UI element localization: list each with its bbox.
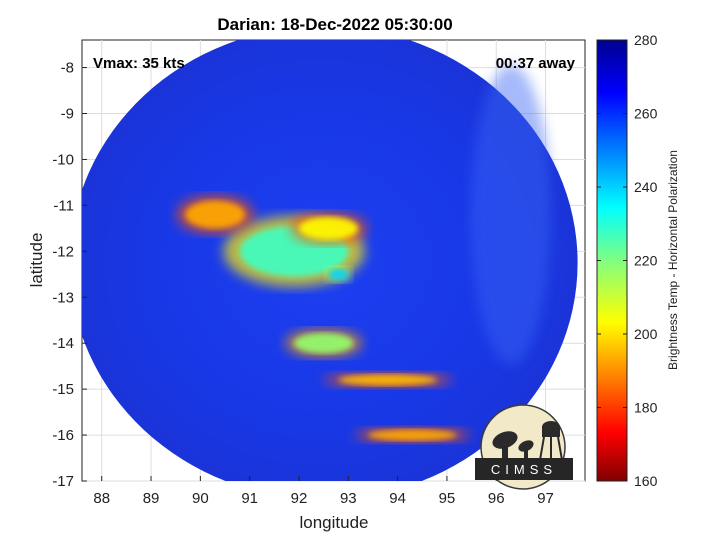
x-axis: 88 89 90 91 92 93 94 95 96 97 [93,476,554,507]
y-tick-label: -11 [53,197,74,214]
y-tick-label: -14 [52,335,74,352]
colorbar-label: Brightness Temp - Horizontal Polarizatio… [666,150,680,370]
cold-cloud-feature [185,200,245,229]
logo-banner [475,458,573,480]
cold-cloud-feature [368,429,457,441]
satellite-dish-icon [492,431,534,459]
cold-cloud-feature [338,374,438,386]
y-tick-label: -13 [52,289,74,306]
y-tick-label: -8 [61,60,74,77]
y-axis-label: latitude [27,233,46,288]
chart-title: Darian: 18-Dec-2022 05:30:00 [217,15,452,34]
cimss-logo: CIMSS [475,404,573,490]
x-tick-label: 97 [537,490,554,507]
x-tick-label: 96 [488,490,505,507]
x-axis-label: longitude [299,513,368,532]
x-tick-label: 89 [143,490,160,507]
cold-cloud-feature [294,333,354,354]
y-tick-label: -9 [61,106,74,123]
cold-cloud-feature [328,268,349,280]
vmax-annotation: Vmax: 35 kts [93,55,185,72]
colorbar-tick-label: 220 [634,253,658,269]
logo-text: CIMSS [491,462,557,477]
x-tick-label: 90 [192,490,209,507]
x-tick-label: 95 [439,490,456,507]
colorbar-ticks: 280 260 240 220 200 180 160 [597,32,658,489]
swath-texture [471,64,552,365]
colorbar-tick-label: 160 [634,473,658,489]
cold-cloud-feature [298,216,359,240]
y-tick-label: -10 [52,151,74,168]
colorbar-tick-label: 260 [634,106,658,122]
water-tower-icon [539,421,563,461]
colorbar-tick-label: 280 [634,32,658,48]
x-tick-label: 93 [340,490,357,507]
colorbar-tick-label: 240 [634,179,658,195]
feature-layer [176,195,471,443]
colorbar-tick-label: 200 [634,326,658,342]
x-tick-label: 94 [389,490,406,507]
y-tick-label: -17 [52,473,74,490]
x-tick-label: 88 [93,490,110,507]
time-away-annotation: 00:37 away [496,55,576,72]
y-axis: -8 -9 -10 -11 -12 -13 -14 -15 -16 -17 [52,60,87,490]
colorbar [596,39,628,482]
colorbar-tick-label: 180 [634,400,658,416]
x-tick-label: 92 [291,490,308,507]
x-tick-label: 91 [241,490,258,507]
y-tick-label: -16 [52,427,74,444]
y-tick-label: -12 [52,243,74,260]
y-tick-label: -15 [52,381,74,398]
